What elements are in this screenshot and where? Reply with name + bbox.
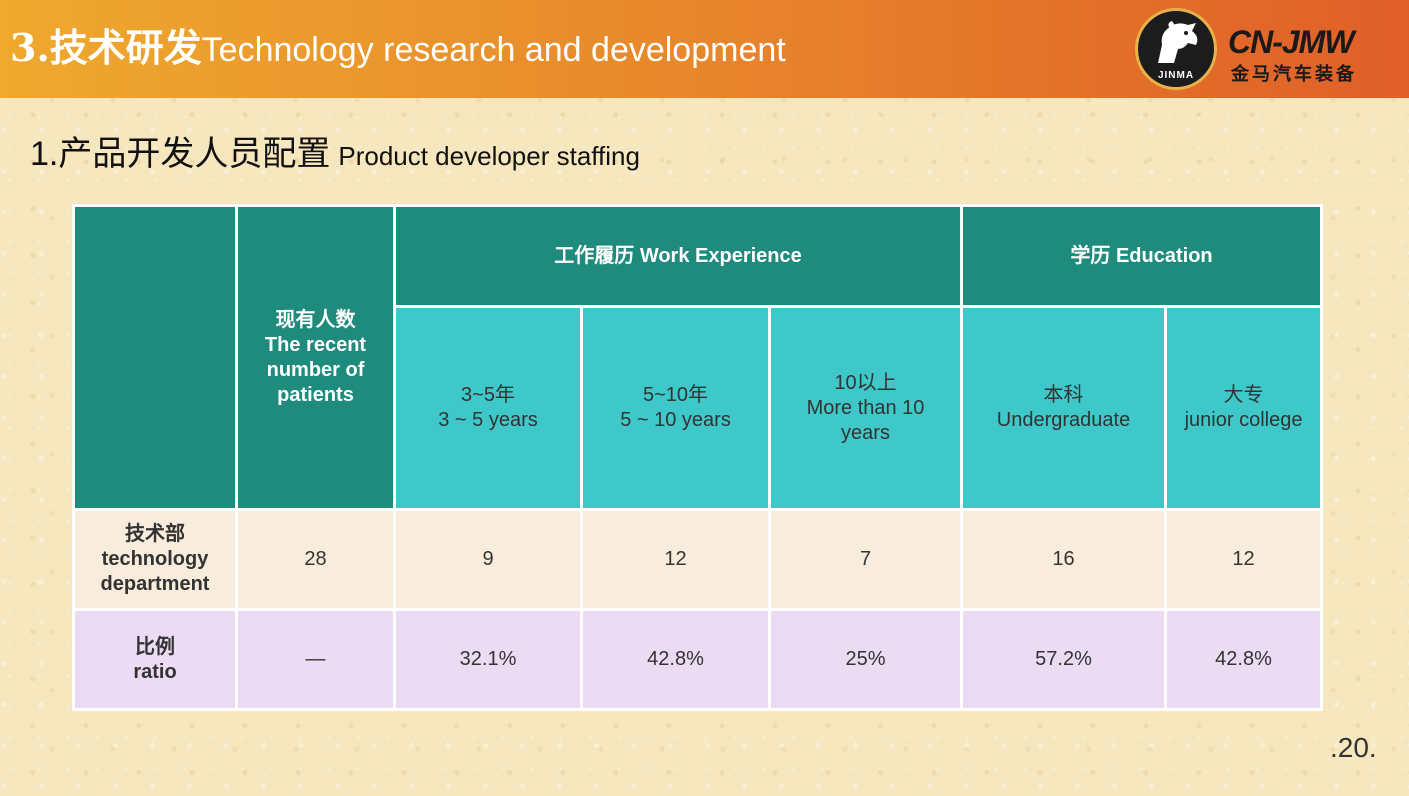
table-cell: 12 (1164, 508, 1324, 611)
logo-emblem-text: JINMA (1157, 70, 1195, 81)
header-current-count: 现有人数 The recent number of patients (235, 204, 396, 511)
section-heading: 1.产品开发人员配置 Product developer staffing (30, 126, 640, 175)
table-cell: 9 (393, 508, 583, 611)
page-title-en: Technology research and development (201, 31, 786, 69)
header-education: 学历 Education (960, 204, 1324, 308)
company-logo: JINMA CN-JMW 金马汽车装备 (1133, 6, 1405, 92)
row-label-ratio: 比例 ratio (72, 608, 238, 711)
page-title: 3.技术研发Technology research and developmen… (10, 22, 786, 76)
table-cell: 57.2% (960, 608, 1168, 711)
table-cell: 32.1% (393, 608, 583, 711)
staffing-table: 现有人数 The recent number of patients 工作履历 … (72, 204, 1324, 711)
header-work-experience: 工作履历 Work Experience (392, 204, 964, 308)
header-10-plus-years: 10以上 More than 10 years (767, 305, 964, 511)
table-cell: 12 (580, 508, 771, 611)
table-cell: 25% (767, 608, 964, 711)
page-title-cn: 3.技术研发 (10, 25, 202, 70)
table-cell: 16 (960, 508, 1168, 611)
horse-emblem-icon: JINMA (1135, 8, 1217, 90)
section-heading-en: Product developer staffing (338, 141, 640, 171)
table-row-ratio: 比例 ratio — 32.1% 42.8% 25% 57.2% 42.8% (72, 608, 1324, 711)
table-row-department: 技术部 technology department 28 9 12 7 16 1… (72, 508, 1324, 611)
logo-brand-text: CN-JMW (1228, 24, 1355, 60)
corner-header-cell (72, 204, 238, 511)
header-bar: 3.技术研发Technology research and developmen… (0, 0, 1409, 98)
page-number: .20. (1330, 732, 1377, 763)
header-undergraduate: 本科 Undergraduate (960, 305, 1168, 511)
header-3-5-years: 3~5年 3 ~ 5 years (393, 305, 583, 511)
header-junior-college: 大专 junior college (1164, 305, 1324, 511)
section-heading-cn: 1.产品开发人员配置 (30, 135, 331, 173)
table-cell: — (235, 608, 396, 711)
table-cell: 42.8% (580, 608, 771, 711)
table-cell: 42.8% (1164, 608, 1324, 711)
header-5-10-years: 5~10年 5 ~ 10 years (580, 305, 771, 511)
table-cell: 7 (767, 508, 964, 611)
logo-sub-text: 金马汽车装备 (1231, 64, 1357, 84)
row-label-department: 技术部 technology department (72, 508, 238, 611)
table-cell: 28 (235, 508, 396, 611)
